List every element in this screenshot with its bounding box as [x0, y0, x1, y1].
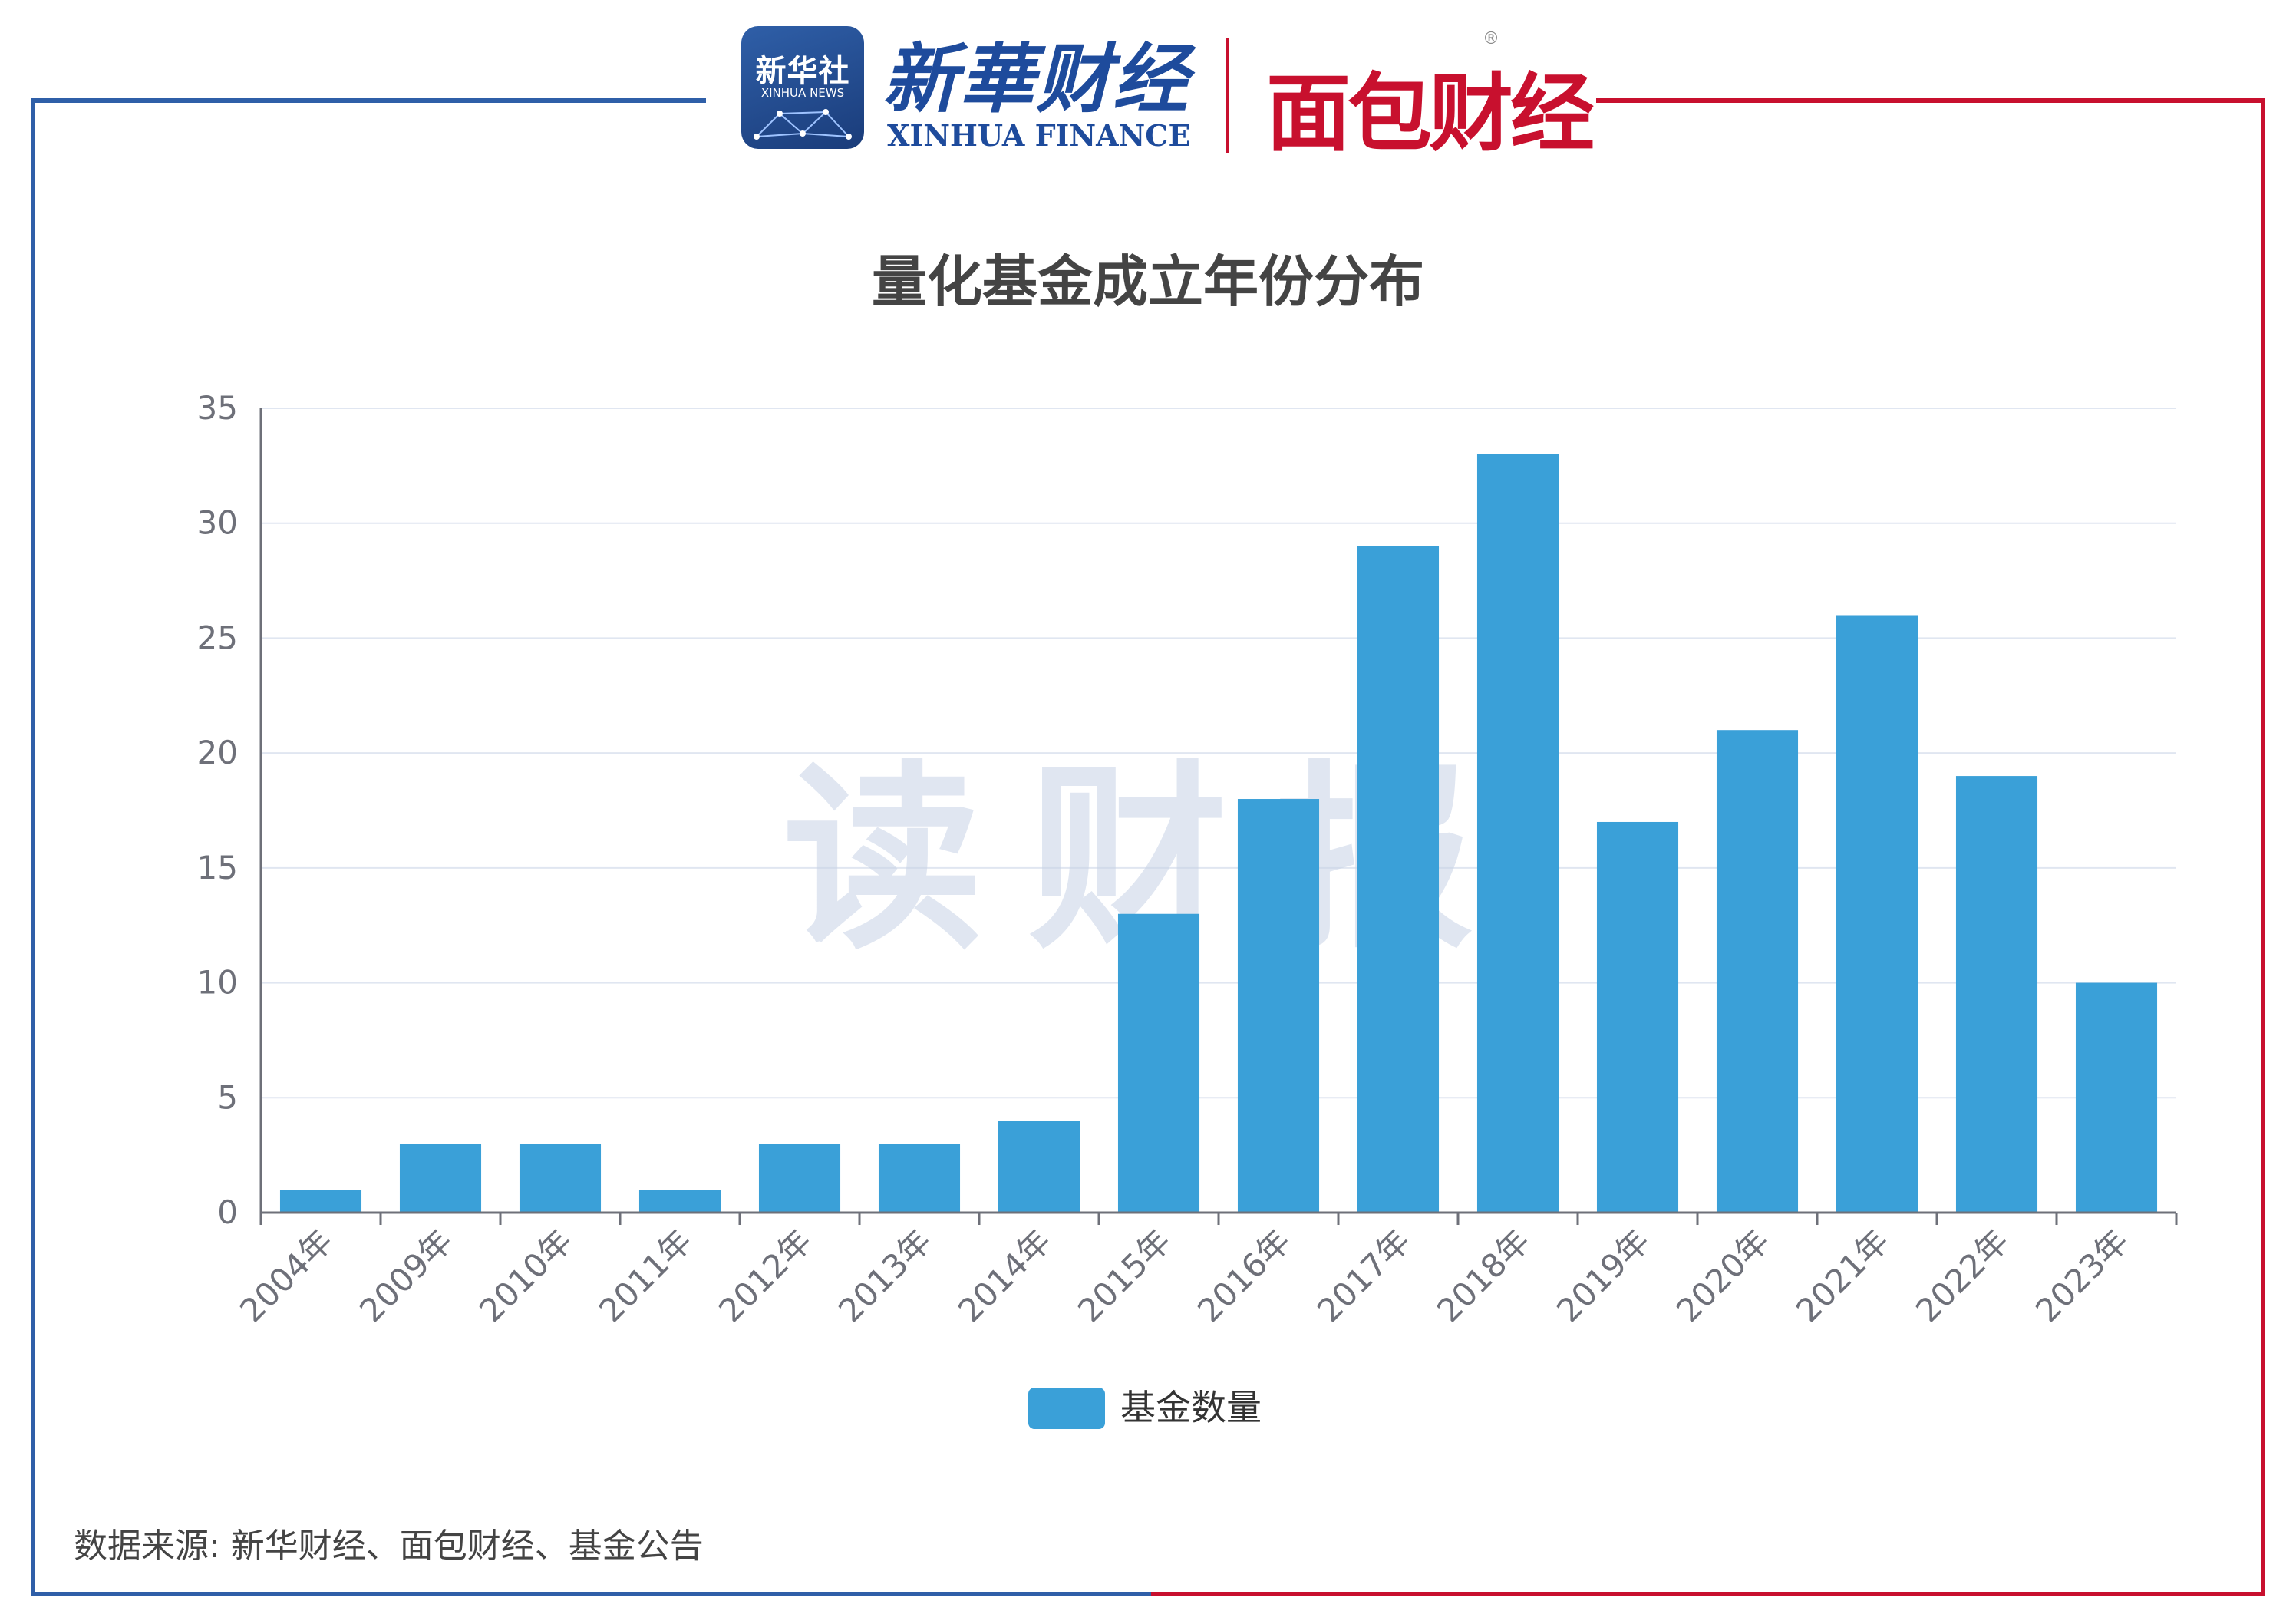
x-tick-label: 2015年 [1070, 1222, 1178, 1329]
x-tick-label: 2018年 [1430, 1222, 1537, 1329]
bar[interactable] [1237, 799, 1320, 1213]
legend[interactable]: 基金数量 [1028, 1387, 1262, 1429]
bar[interactable] [1476, 454, 1559, 1213]
bar[interactable] [1836, 615, 1918, 1213]
y-tick-label: 35 [197, 389, 238, 427]
x-tick-label: 2021年 [1789, 1222, 1896, 1329]
legend-label: 基金数量 [1120, 1387, 1262, 1428]
x-tick-label: 2016年 [1190, 1222, 1298, 1329]
x-tick-label: 2013年 [831, 1222, 939, 1329]
legend-swatch [1028, 1388, 1105, 1429]
x-tick-label: 2010年 [472, 1222, 579, 1329]
registered-mark: ® [1483, 29, 1499, 48]
mianbao-finance-logo: 面包财经 [1266, 64, 1595, 163]
x-tick-label: 2017年 [1310, 1222, 1417, 1329]
x-tick-label: 2004年 [233, 1222, 340, 1329]
bar[interactable] [399, 1144, 482, 1213]
bar[interactable] [1117, 913, 1200, 1213]
x-tick-label: 2022年 [1908, 1222, 2016, 1329]
bar[interactable] [2075, 982, 2158, 1213]
header-logos: 新华社 XINHUA NEWS 新華财经 XINHUA FINANCE 面包财经… [729, 11, 1595, 164]
frame-top-left [31, 98, 706, 103]
bar[interactable] [998, 1121, 1080, 1213]
data-source-note: 数据来源: 新华财经、面包财经、基金公告 [74, 1527, 704, 1566]
xinhua-finance-logo-en: XINHUA FINANCE [887, 118, 1191, 153]
network-icon [754, 109, 852, 140]
x-tick-label: 2014年 [951, 1222, 1058, 1329]
badge-cn-text: 新华社 [755, 54, 850, 89]
frame-bottom-right [1151, 1592, 2265, 1596]
badge-en-text: XINHUA NEWS [760, 86, 845, 100]
y-tick-label: 25 [197, 619, 238, 656]
x-tick-label: 2011年 [592, 1222, 699, 1329]
x-tick-label: 2012年 [711, 1222, 819, 1329]
x-tick-label: 2023年 [2028, 1222, 2136, 1329]
y-tick-label: 5 [217, 1078, 238, 1116]
y-tick-label: 0 [217, 1193, 238, 1231]
bar[interactable] [1955, 776, 2038, 1213]
bar[interactable] [1596, 821, 1679, 1213]
x-tick-label: 2020年 [1669, 1222, 1776, 1329]
y-tick-label: 15 [197, 849, 238, 886]
x-tick-label: 2019年 [1549, 1222, 1657, 1329]
bar[interactable] [519, 1144, 602, 1213]
xinhua-news-logo: 新华社 XINHUA NEWS [741, 26, 864, 149]
xinhua-finance-logo-cn: 新華财经 [882, 35, 1190, 124]
bar[interactable] [758, 1144, 841, 1213]
bar[interactable] [638, 1190, 721, 1213]
logo-separator [1226, 38, 1229, 153]
frame-bottom-left [31, 1592, 1151, 1596]
bars [279, 454, 2158, 1213]
chart-title: 量化基金成立年份分布 [871, 249, 1424, 314]
y-tick-label: 20 [197, 734, 238, 771]
y-tick-label: 30 [197, 504, 238, 542]
y-tick-label: 10 [197, 964, 238, 1002]
frame-left [31, 98, 35, 1596]
frame-top-right [1596, 98, 2265, 103]
bar[interactable] [1716, 730, 1799, 1213]
bar[interactable] [279, 1190, 362, 1213]
x-tick-label: 2009年 [352, 1222, 460, 1329]
bar[interactable] [1357, 546, 1440, 1213]
frame-right [2261, 98, 2265, 1596]
bar[interactable] [878, 1144, 961, 1213]
